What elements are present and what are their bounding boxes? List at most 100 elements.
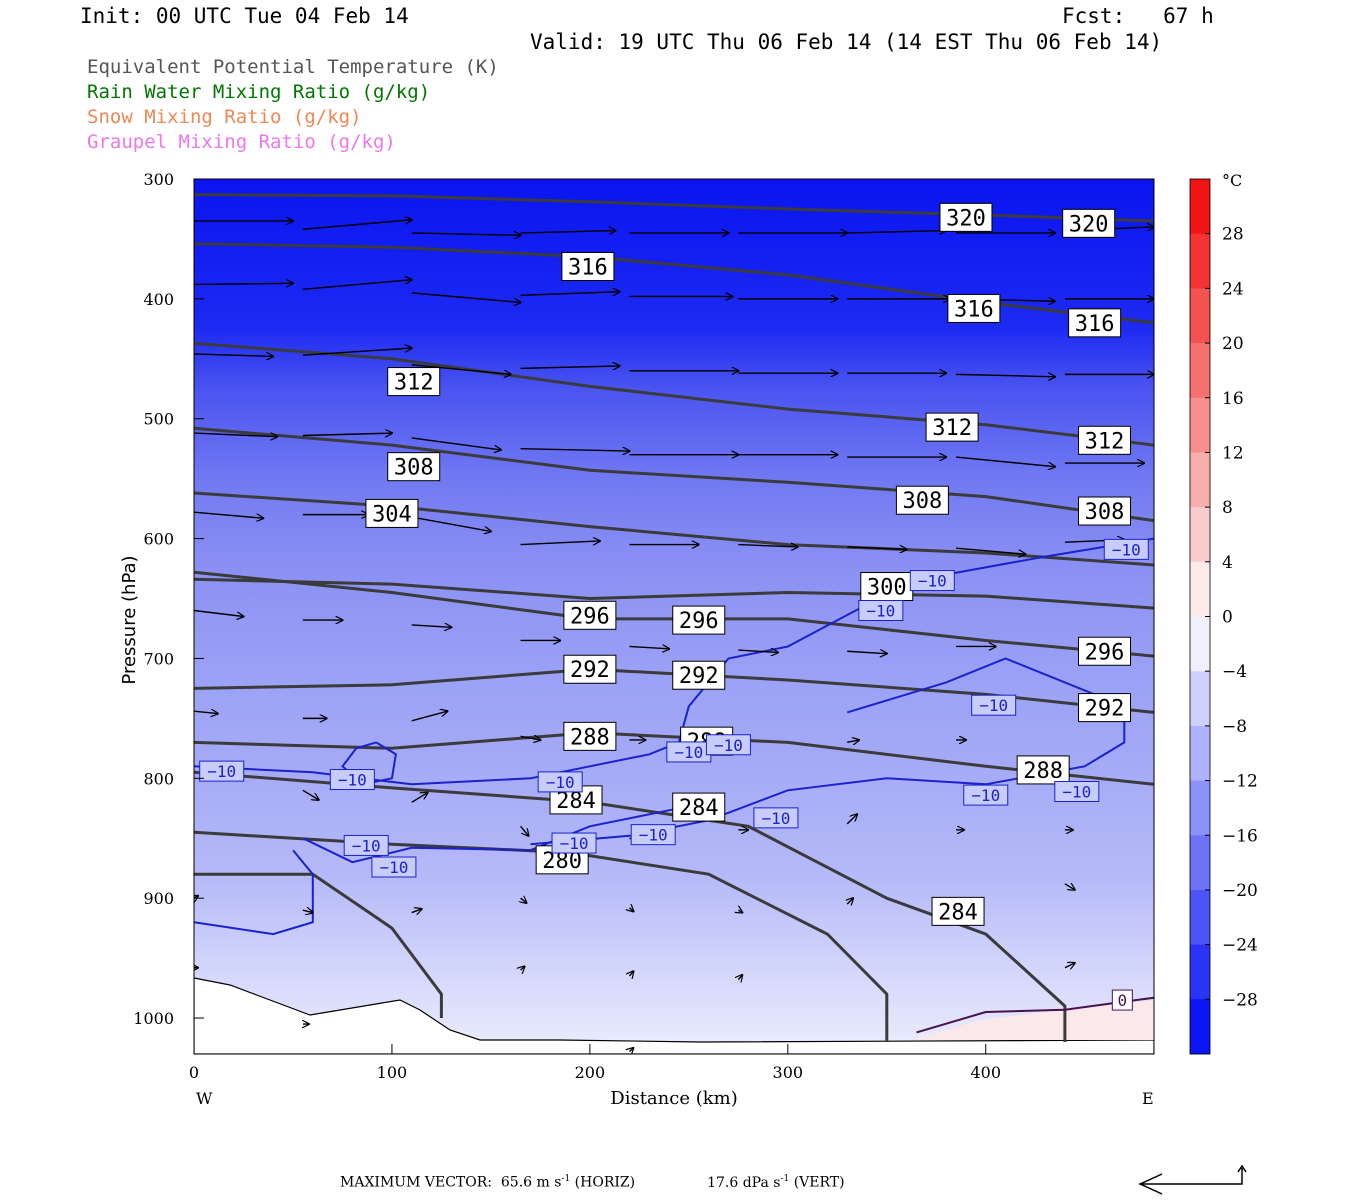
wind-vector	[194, 711, 218, 713]
theta-e-label-box	[672, 660, 726, 690]
colorbar-tick-label: 20	[1222, 334, 1244, 354]
temperature-contour-label: −10	[858, 600, 904, 622]
theta-e-contour-label: 320	[939, 202, 993, 232]
colorbar-segment	[1190, 835, 1210, 891]
temperature-label-text: −10	[560, 834, 589, 853]
wind-vector	[1064, 884, 1075, 890]
colorbar-segment	[1190, 999, 1210, 1055]
terrain-mask	[194, 977, 1154, 1054]
theta-e-label-box	[387, 367, 441, 397]
init-time: Init: 00 UTC Tue 04 Feb 14	[80, 4, 409, 28]
wind-vector	[521, 967, 525, 971]
temperature-label-text: −10	[979, 696, 1008, 715]
theta-e-label-box	[561, 252, 615, 281]
valid-time: Valid: 19 UTC Thu 06 Feb 14 (14 EST Thu …	[530, 30, 1163, 54]
wind-vector	[846, 814, 857, 825]
colorbar-segment	[1190, 616, 1210, 672]
wind-vector	[411, 711, 448, 722]
theta-e-label-text: 296	[1085, 640, 1125, 665]
colorbar-segment	[1190, 725, 1210, 782]
colorbar-segment	[1190, 671, 1210, 727]
temperature-label-box	[753, 807, 799, 829]
wind-vector	[738, 545, 797, 547]
theta-e-contour-label: 292	[672, 660, 726, 690]
theta-e-contour-label: 308	[387, 452, 441, 482]
theta-e-label-text: 312	[394, 371, 434, 396]
theta-e-label-box	[860, 572, 914, 602]
theta-e-contour-label: 292	[1078, 693, 1132, 723]
wind-vector	[955, 456, 1055, 467]
temperature-label-text: −10	[1112, 540, 1141, 559]
y-tick-label: 900	[143, 889, 174, 908]
theta-e-contour-label: 300	[860, 572, 914, 602]
y-tick-label: 400	[143, 290, 174, 309]
temperature-label-box	[1111, 989, 1133, 1011]
colorbar-segment	[1190, 233, 1210, 289]
temperature-contour-label: −10	[630, 824, 676, 846]
temperature-contour-label: −10	[971, 694, 1017, 716]
wind-vector	[1064, 963, 1075, 968]
max-vector-horiz-tag: (HORIZ)	[574, 1174, 636, 1191]
colorbar-tick-label: −12	[1222, 772, 1258, 792]
colorbar-segment	[1190, 944, 1210, 1000]
max-vector-vert: 17.6 dPa s	[707, 1174, 781, 1191]
theta-e-label-text: 316	[568, 256, 608, 281]
max-vector-vert-exp: -1	[780, 1174, 790, 1184]
wind-vector	[302, 910, 313, 912]
temperature-label-text: −10	[714, 736, 743, 755]
theta-e-contour-label: 320	[1062, 208, 1116, 238]
wind-vector	[194, 511, 263, 518]
theta-e-label-box	[1068, 308, 1122, 338]
theta-e-contour-label: 284	[931, 896, 985, 926]
wind-vector	[956, 374, 1055, 376]
y-tick-label: 700	[143, 649, 174, 668]
theta-e-label-box	[1016, 755, 1070, 785]
theta-e-label-box	[1078, 693, 1132, 723]
wind-vector	[629, 971, 633, 976]
theta-e-label-box	[931, 896, 985, 926]
temperature-contour	[194, 849, 314, 936]
theta-e-label-text: 308	[1085, 500, 1125, 525]
theta-e-contour	[194, 830, 889, 1042]
temperature-label-box	[1054, 781, 1100, 802]
colorbar-segment	[1190, 780, 1210, 836]
theta-e-contour-label: 284	[672, 792, 726, 822]
theta-e-contour-label: 308	[895, 485, 949, 515]
theta-e-contour-label: 316	[561, 252, 615, 281]
temperature-label-box	[858, 600, 904, 622]
wind-vector	[411, 516, 491, 531]
wind-vector	[520, 449, 630, 451]
colorbar-segment	[1190, 452, 1210, 508]
colorbar-tick-label: −20	[1222, 881, 1258, 901]
wind-vector	[194, 609, 243, 617]
theta-e-label-text: 304	[372, 502, 412, 527]
wind-vector	[411, 793, 428, 803]
colorbar-segment	[1190, 561, 1210, 617]
temperature-label-box	[551, 832, 597, 854]
temperature-label-box	[343, 834, 389, 856]
temperature-label-box	[971, 694, 1017, 716]
warm-surface-area	[920, 1000, 1154, 1040]
temperature-contour-label: −10	[705, 734, 751, 756]
x-tick-label: 400	[970, 1063, 1001, 1082]
theta-e-label-box	[947, 293, 1001, 323]
wind-vector	[738, 910, 742, 912]
max-vector-horiz-exp: -1	[561, 1174, 571, 1184]
theta-e-label-box	[563, 654, 617, 684]
theta-e-label-text: 288	[570, 725, 610, 750]
theta-e-contour-label: 312	[387, 367, 441, 397]
colorbar-tick-label: 0	[1222, 608, 1233, 628]
wind-vector	[520, 736, 541, 740]
colorbar-tick-label: −4	[1222, 662, 1247, 682]
temperature-label-box	[199, 760, 245, 782]
theta-e-contour	[194, 341, 1154, 447]
theta-e-contour-label: 292	[563, 654, 617, 684]
temperature-label-box	[329, 769, 375, 791]
theta-e-contour-label: 288	[1016, 755, 1070, 785]
temperature-label-text: −10	[918, 572, 947, 591]
theta-e-label-text: 284	[679, 796, 719, 821]
colorbar-tick-label: 24	[1222, 279, 1244, 299]
theta-e-label-text: 296	[679, 609, 719, 634]
wind-vector	[194, 433, 277, 437]
theta-e-label-box	[1078, 425, 1132, 455]
